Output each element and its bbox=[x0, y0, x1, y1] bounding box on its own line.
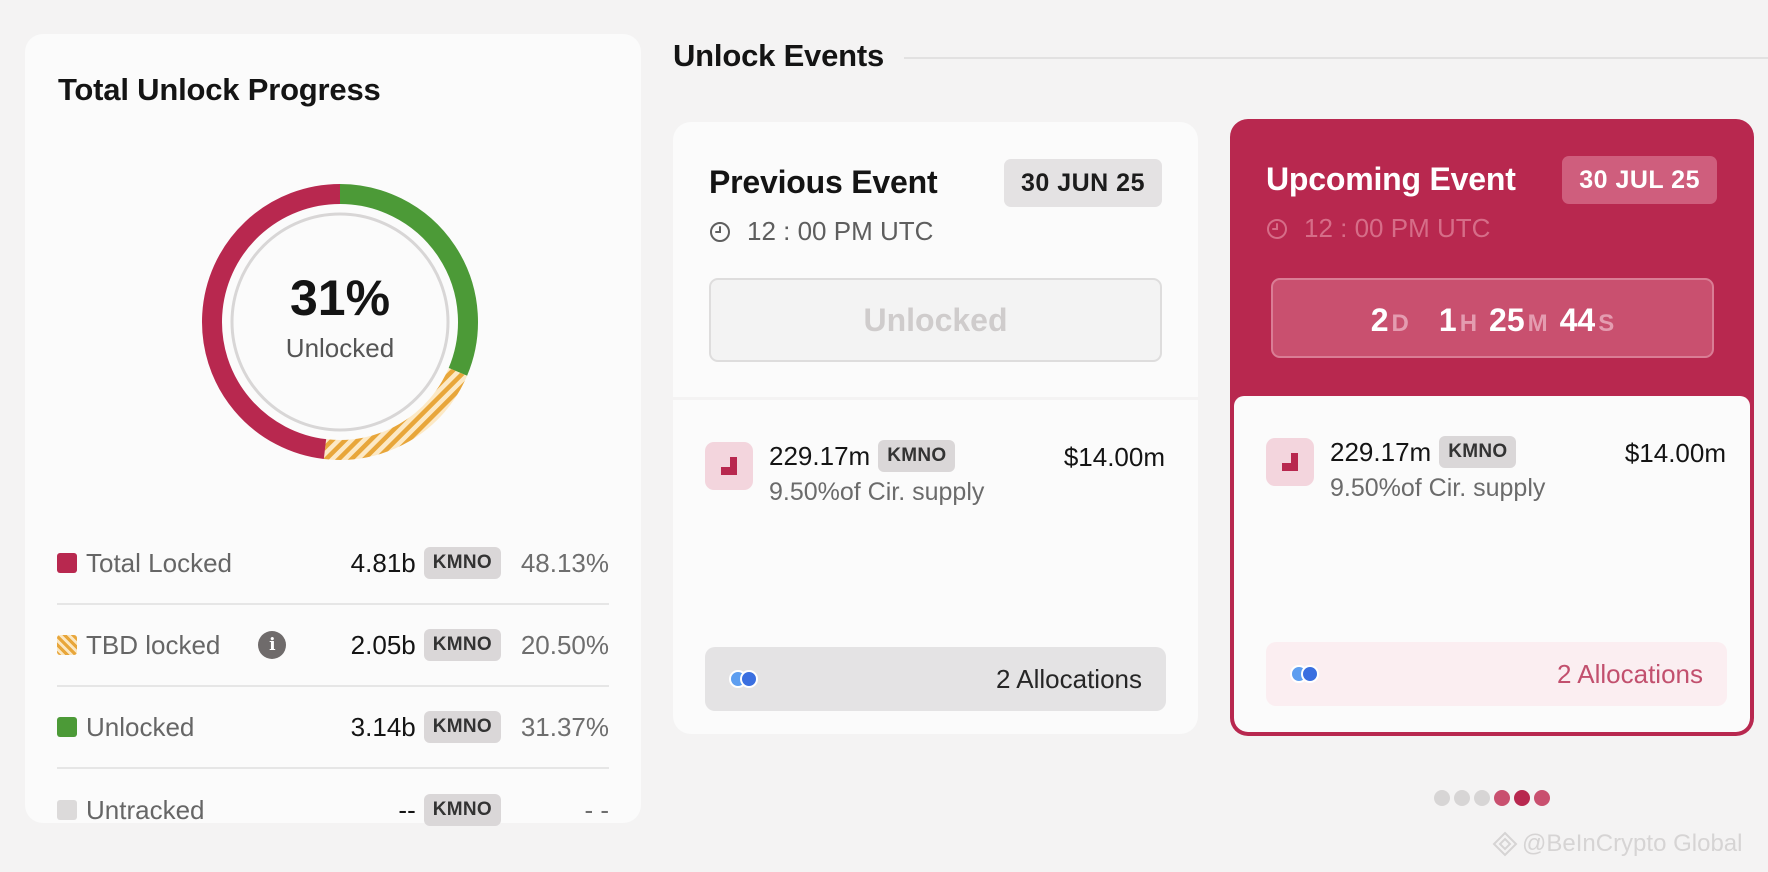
legend-amount: 4.81b bbox=[350, 547, 416, 578]
upcoming-event-date: 30 JUL 25 bbox=[1562, 156, 1717, 204]
legend-name: Unlocked bbox=[86, 711, 195, 742]
allocation-dots-icon bbox=[1290, 665, 1326, 683]
donut-inner-ring bbox=[230, 212, 450, 432]
token-badge: KMNO bbox=[423, 794, 501, 826]
legend-name: TBD locked bbox=[86, 629, 221, 660]
previous-allocations-button[interactable]: 2 Allocations bbox=[705, 647, 1166, 711]
clock-icon bbox=[710, 221, 730, 242]
kmno-token-icon bbox=[705, 442, 753, 490]
unlock-usd-value: $14.00m bbox=[1624, 438, 1726, 468]
countdown-minutes: 25 bbox=[1489, 302, 1525, 338]
donut-svg bbox=[202, 184, 478, 460]
countdown-hours-unit: H bbox=[1459, 310, 1478, 337]
token-badge: KMNO bbox=[423, 711, 501, 743]
legend-amount: -- bbox=[398, 794, 416, 825]
legend-row-total-locked: Total Locked 4.81b KMNO 48.13% bbox=[57, 523, 609, 605]
progress-title: Total Unlock Progress bbox=[58, 72, 381, 107]
upcoming-event-details: 229.17m KMNO $14.00m 9.50%of Cir. supply… bbox=[1234, 396, 1750, 732]
upcoming-allocations-button[interactable]: 2 Allocations bbox=[1266, 642, 1727, 706]
legend-row-unlocked: Unlocked 3.14b KMNO 31.37% bbox=[57, 687, 609, 769]
token-badge: KMNO bbox=[1439, 436, 1517, 468]
upcoming-event-time: 12 : 00 PM UTC bbox=[1266, 213, 1490, 244]
unlock-usd-value: $14.00m bbox=[1063, 442, 1165, 472]
countdown-minutes-unit: M bbox=[1527, 310, 1548, 337]
unlocked-caption: Unlocked bbox=[285, 332, 395, 363]
countdown-days: 2 bbox=[1370, 302, 1389, 338]
circulating-supply-pct: 9.50%of Cir. supply bbox=[1330, 474, 1546, 502]
tbd-locked-swatch bbox=[57, 635, 77, 655]
info-icon[interactable]: i bbox=[258, 631, 287, 659]
clock-icon bbox=[1267, 218, 1287, 239]
pager-dot[interactable] bbox=[1474, 790, 1490, 806]
unlock-legend: Total Locked 4.81b KMNO 48.13% TBD locke… bbox=[57, 523, 609, 851]
pager-dot[interactable] bbox=[1534, 790, 1550, 806]
token-badge: KMNO bbox=[423, 547, 501, 579]
total-locked-swatch bbox=[57, 553, 77, 573]
section-divider bbox=[904, 57, 1768, 59]
legend-percent: 48.13% bbox=[520, 547, 609, 578]
countdown-days-unit: D bbox=[1391, 310, 1409, 337]
legend-name: Total Locked bbox=[86, 547, 232, 578]
time-text: 12 : 00 PM UTC bbox=[747, 216, 934, 246]
watermark-text: @BeInCrypto Global bbox=[1522, 830, 1743, 857]
watermark: @BeInCrypto Global bbox=[1492, 830, 1742, 858]
unlock-progress-card: Total Unlock Progress 31% Unlocked Total… bbox=[25, 34, 641, 826]
legend-row-tbd-locked: TBD locked i 2.05b KMNO 20.50% bbox=[57, 605, 609, 687]
pager-dot[interactable] bbox=[1494, 790, 1510, 806]
donut-segment-unlocked bbox=[339, 184, 478, 376]
kmno-token-icon bbox=[1266, 438, 1314, 486]
circulating-supply-pct: 9.50%of Cir. supply bbox=[769, 478, 985, 506]
unlocked-status-box: Unlocked bbox=[709, 278, 1162, 362]
allocations-count: 2 Allocations bbox=[1557, 658, 1703, 689]
time-text: 12 : 00 PM UTC bbox=[1304, 213, 1491, 243]
upcoming-unlock-amount-row: 229.17m KMNO $14.00m 9.50%of Cir. supply bbox=[1266, 436, 1726, 502]
previous-event-date: 30 JUN 25 bbox=[1003, 159, 1162, 207]
pager-dot[interactable] bbox=[1434, 790, 1450, 806]
legend-amount: 3.14b bbox=[350, 711, 416, 742]
donut-segment-tbd-locked bbox=[323, 367, 468, 460]
previous-event-card[interactable]: Previous Event 30 JUN 25 12 : 00 PM UTC … bbox=[673, 122, 1198, 397]
upcoming-event-card[interactable]: Upcoming Event 30 JUL 25 12 : 00 PM UTC … bbox=[1230, 119, 1754, 736]
unlock-events-title: Unlock Events bbox=[673, 38, 885, 73]
untracked-swatch bbox=[57, 800, 77, 820]
countdown-seconds: 44 bbox=[1559, 302, 1596, 338]
beincrypto-logo-icon bbox=[1492, 831, 1518, 857]
countdown-seconds-unit: S bbox=[1598, 310, 1615, 337]
countdown-timer: 2 D 1 H 25 M 44 S bbox=[1271, 278, 1714, 358]
countdown-hours: 1 bbox=[1438, 302, 1457, 338]
previous-event-title: Previous Event bbox=[709, 164, 938, 200]
allocation-dots-icon bbox=[729, 670, 765, 688]
legend-percent: - - bbox=[584, 794, 609, 825]
previous-event-time: 12 : 00 PM UTC bbox=[709, 216, 933, 247]
token-badge: KMNO bbox=[878, 440, 956, 472]
previous-event-details: 229.17m KMNO $14.00m 9.50%of Cir. supply… bbox=[673, 400, 1198, 734]
legend-amount: 2.05b bbox=[350, 629, 416, 660]
legend-row-untracked: Untracked -- KMNO - - bbox=[57, 769, 609, 851]
allocations-count: 2 Allocations bbox=[996, 663, 1142, 694]
unlocked-percent: 31% bbox=[289, 269, 391, 326]
legend-percent: 31.37% bbox=[520, 711, 609, 742]
pager-dot[interactable] bbox=[1514, 790, 1530, 806]
token-badge: KMNO bbox=[423, 629, 501, 661]
donut-segment-total-locked bbox=[202, 184, 341, 460]
legend-percent: 20.50% bbox=[520, 629, 609, 660]
unlock-amount: 229.17m bbox=[769, 440, 871, 471]
pager-dot[interactable] bbox=[1454, 790, 1470, 806]
unlock-donut-chart: 31% Unlocked bbox=[190, 172, 490, 472]
legend-name: Untracked bbox=[86, 794, 205, 825]
unlock-amount: 229.17m bbox=[1330, 436, 1432, 467]
unlocked-swatch bbox=[57, 717, 77, 737]
carousel-pagination bbox=[1434, 790, 1550, 806]
upcoming-event-title: Upcoming Event bbox=[1266, 161, 1516, 197]
previous-unlock-amount-row: 229.17m KMNO $14.00m 9.50%of Cir. supply bbox=[705, 440, 1165, 506]
